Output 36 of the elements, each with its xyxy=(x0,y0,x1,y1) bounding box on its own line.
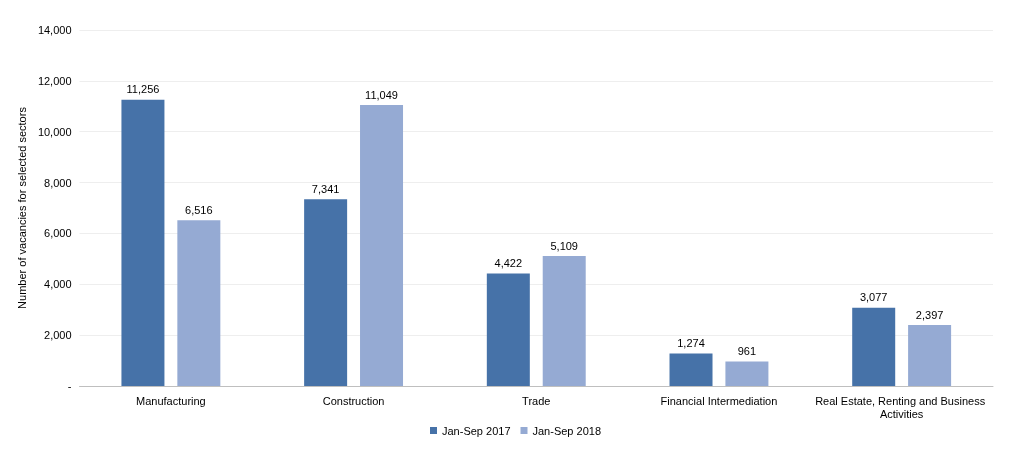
y-tick-label: 2,000 xyxy=(44,329,72,342)
x-tick-label: Financial Intermediation xyxy=(660,394,778,407)
y-tick-label: 10,000 xyxy=(37,125,72,138)
y-axis-title: Number of vacancies for selected sectors xyxy=(15,106,28,309)
data-label: 4,422 xyxy=(494,257,523,270)
x-tick-label: Manufacturing xyxy=(136,394,206,407)
bar xyxy=(304,199,348,386)
bar xyxy=(669,353,713,386)
y-tick-label: 4,000 xyxy=(44,278,72,291)
legend-label: Jan-Sep 2018 xyxy=(532,424,601,437)
bar xyxy=(486,273,530,386)
data-label: 6,516 xyxy=(185,203,213,216)
data-label: 3,077 xyxy=(859,291,888,304)
y-tick-label: - xyxy=(67,380,72,392)
data-label: 7,341 xyxy=(311,182,340,195)
bar xyxy=(542,256,586,386)
data-label: 5,109 xyxy=(550,239,578,252)
y-tick-label: 6,000 xyxy=(44,227,72,240)
data-label: 11,256 xyxy=(126,83,160,96)
x-tick-label: Real Estate, Renting and Business Activities xyxy=(815,394,989,420)
bar xyxy=(908,325,952,386)
y-tick-label: 14,000 xyxy=(37,24,72,36)
data-label: 1,274 xyxy=(677,337,705,350)
y-tick-label: 8,000 xyxy=(44,176,72,189)
bar xyxy=(725,361,769,386)
data-label: 961 xyxy=(737,345,757,358)
x-tick-label: Construction xyxy=(322,394,385,407)
bar xyxy=(360,105,404,386)
legend-label: Jan-Sep 2017 xyxy=(442,424,511,437)
y-tick-label: 12,000 xyxy=(37,74,72,87)
bar xyxy=(121,99,165,386)
data-label: 2,397 xyxy=(915,308,944,321)
bar xyxy=(852,307,896,386)
x-tick-label: Trade xyxy=(522,394,551,407)
bar xyxy=(177,220,221,386)
data-label: 11,049 xyxy=(365,88,398,101)
